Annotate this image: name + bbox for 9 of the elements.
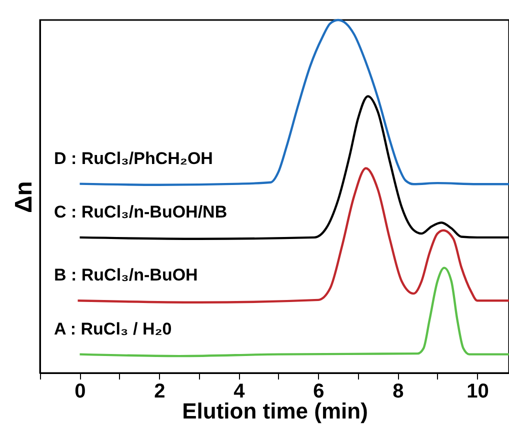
series-label: B : RuCl₃/n-BuOH bbox=[54, 266, 198, 285]
x-tick-label: 0 bbox=[74, 380, 86, 402]
x-tick-label: 8 bbox=[392, 380, 404, 402]
x-tick-label: 2 bbox=[154, 380, 166, 402]
series-label: A : RuCl₃ / H₂0 bbox=[54, 319, 172, 338]
series-label: D : RuCl₃/PhCH₂OH bbox=[54, 148, 213, 168]
y-axis-title: Δn bbox=[10, 181, 38, 213]
series-label: C : RuCl₃/n-BuOH/NB bbox=[54, 202, 228, 222]
x-tick-label: 10 bbox=[466, 380, 489, 402]
